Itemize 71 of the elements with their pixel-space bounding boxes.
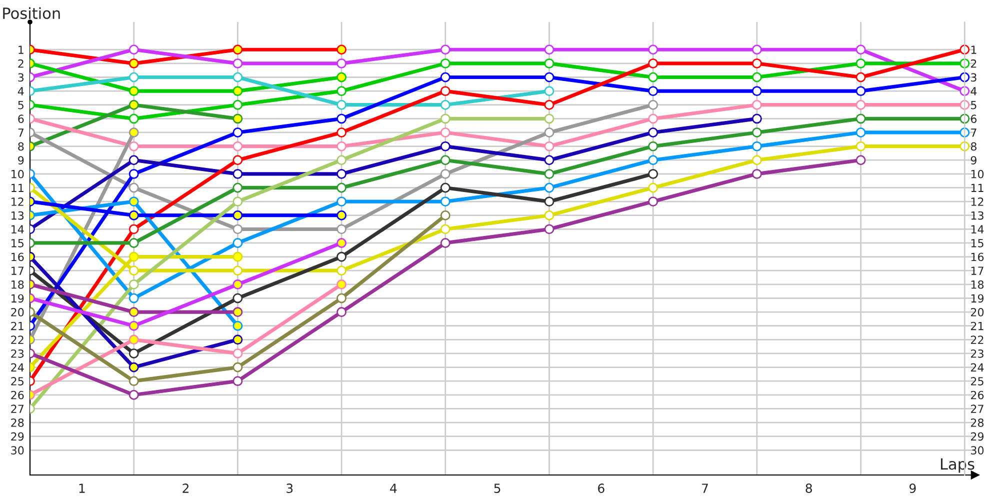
y2-tick-label: 29 xyxy=(970,432,984,441)
y-tick-label: 7 xyxy=(18,128,24,137)
y-tick-label: 24 xyxy=(11,363,24,372)
y2-tick-label: 16 xyxy=(971,252,984,262)
y-tick-label: 20 xyxy=(11,308,24,316)
y2-tick-label: 7 xyxy=(971,128,976,137)
y2-tick-label: 19 xyxy=(971,294,984,303)
y2-tick-label: 25 xyxy=(970,377,984,386)
y-tick-label: 16 xyxy=(12,252,24,262)
y2-tick-label: 13 xyxy=(971,211,984,220)
y2-tick-label: 17 xyxy=(971,266,984,275)
y-tick-label: 13 xyxy=(12,211,24,220)
y-tick-label: 26 xyxy=(11,390,24,400)
y-tick-label: 15 xyxy=(12,239,24,248)
y2-tick-label: 4 xyxy=(970,87,977,96)
y-tick-label: 11 xyxy=(12,184,24,192)
y2-tick-label: 6 xyxy=(970,114,977,124)
y-tick-label: 10 xyxy=(12,170,24,178)
y-tick-label: 28 xyxy=(11,418,24,427)
y2-tick-label: 21 xyxy=(970,322,984,330)
y2-tick-label: 3 xyxy=(971,73,976,82)
y-axis-title: Position xyxy=(3,7,60,20)
y-tick-label: 1 xyxy=(18,46,24,54)
y-tick-label: 9 xyxy=(18,156,24,164)
y-tick-label: 4 xyxy=(18,87,24,96)
x-axis-title: Laps xyxy=(940,458,974,473)
x-tick-label: 9 xyxy=(910,484,916,494)
y2-tick-label: 11 xyxy=(971,184,984,192)
x-tick-label: 5 xyxy=(494,484,500,494)
y2-tick-label: 27 xyxy=(970,404,984,413)
x-tick-label: 3 xyxy=(286,484,293,494)
y2-tick-label: 15 xyxy=(971,239,984,248)
y-tick-label: 2 xyxy=(18,59,24,68)
y-tick-label: 17 xyxy=(12,266,24,275)
y2-tick-label: 23 xyxy=(970,349,984,358)
y2-tick-label: 12 xyxy=(971,198,984,206)
x-tick-label: 4 xyxy=(390,484,397,493)
y2-tick-label: 26 xyxy=(970,390,984,400)
y-tick-label: 21 xyxy=(11,322,24,330)
y-tick-label: 5 xyxy=(18,100,24,110)
x-tick-label: 1 xyxy=(79,484,85,493)
x-tick-label: 7 xyxy=(702,484,708,493)
y-tick-label: 25 xyxy=(11,377,24,386)
y2-tick-label: 2 xyxy=(970,59,976,68)
y2-tick-label: 20 xyxy=(970,308,984,316)
y2-tick-label: 5 xyxy=(971,100,976,110)
y-tick-label: 6 xyxy=(18,114,24,124)
y-tick-label: 8 xyxy=(18,142,24,151)
y2-tick-label: 9 xyxy=(970,156,976,164)
x-tick-label: 2 xyxy=(182,484,188,493)
y-tick-label: 23 xyxy=(11,349,24,358)
y2-tick-label: 28 xyxy=(970,418,984,427)
y2-tick-label: 24 xyxy=(970,363,984,372)
y2-tick-label: 1 xyxy=(971,46,976,54)
y-tick-label: 12 xyxy=(12,198,24,206)
y2-tick-label: 22 xyxy=(970,336,984,344)
y-tick-label: 19 xyxy=(12,294,24,303)
y2-tick-label: 10 xyxy=(971,170,984,178)
y-tick-label: 22 xyxy=(11,336,24,344)
x-tick-label: 6 xyxy=(598,484,604,494)
y-tick-label: 14 xyxy=(12,225,24,234)
y2-tick-label: 18 xyxy=(971,280,984,289)
y2-tick-label: 30 xyxy=(971,446,984,455)
x-tick-label: 8 xyxy=(806,484,812,494)
y-tick-label: 27 xyxy=(11,404,24,413)
y-tick-label: 30 xyxy=(11,446,24,455)
y2-tick-label: 14 xyxy=(971,225,984,234)
y-tick-label: 29 xyxy=(11,432,24,441)
y2-tick-label: 8 xyxy=(970,142,976,151)
y-tick-label: 3 xyxy=(18,73,24,82)
y-tick-label: 18 xyxy=(12,280,24,289)
